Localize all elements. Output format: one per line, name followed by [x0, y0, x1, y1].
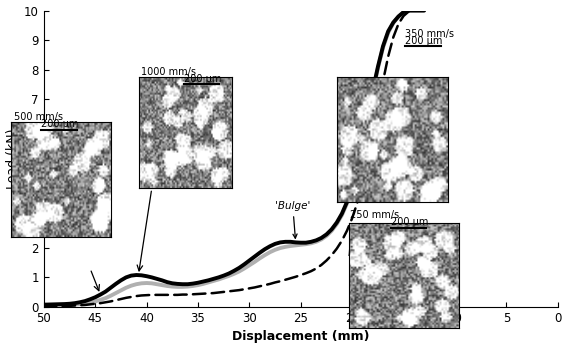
Text: 250 mm/s: 250 mm/s	[350, 210, 399, 220]
Text: 200 μm: 200 μm	[391, 217, 429, 227]
Text: 'Bulge': 'Bulge'	[275, 201, 311, 238]
Text: 200 μm: 200 μm	[405, 36, 443, 46]
Text: 500 mm/s: 500 mm/s	[14, 112, 63, 122]
Text: 350 mm/s: 350 mm/s	[405, 29, 454, 39]
Text: 200 μm: 200 μm	[184, 74, 222, 84]
X-axis label: Displacement (mm): Displacement (mm)	[232, 331, 370, 343]
Y-axis label: Load (kN): Load (kN)	[6, 128, 19, 189]
Text: 200 μm: 200 μm	[41, 119, 79, 129]
Text: 1000 mm/s: 1000 mm/s	[141, 67, 196, 77]
